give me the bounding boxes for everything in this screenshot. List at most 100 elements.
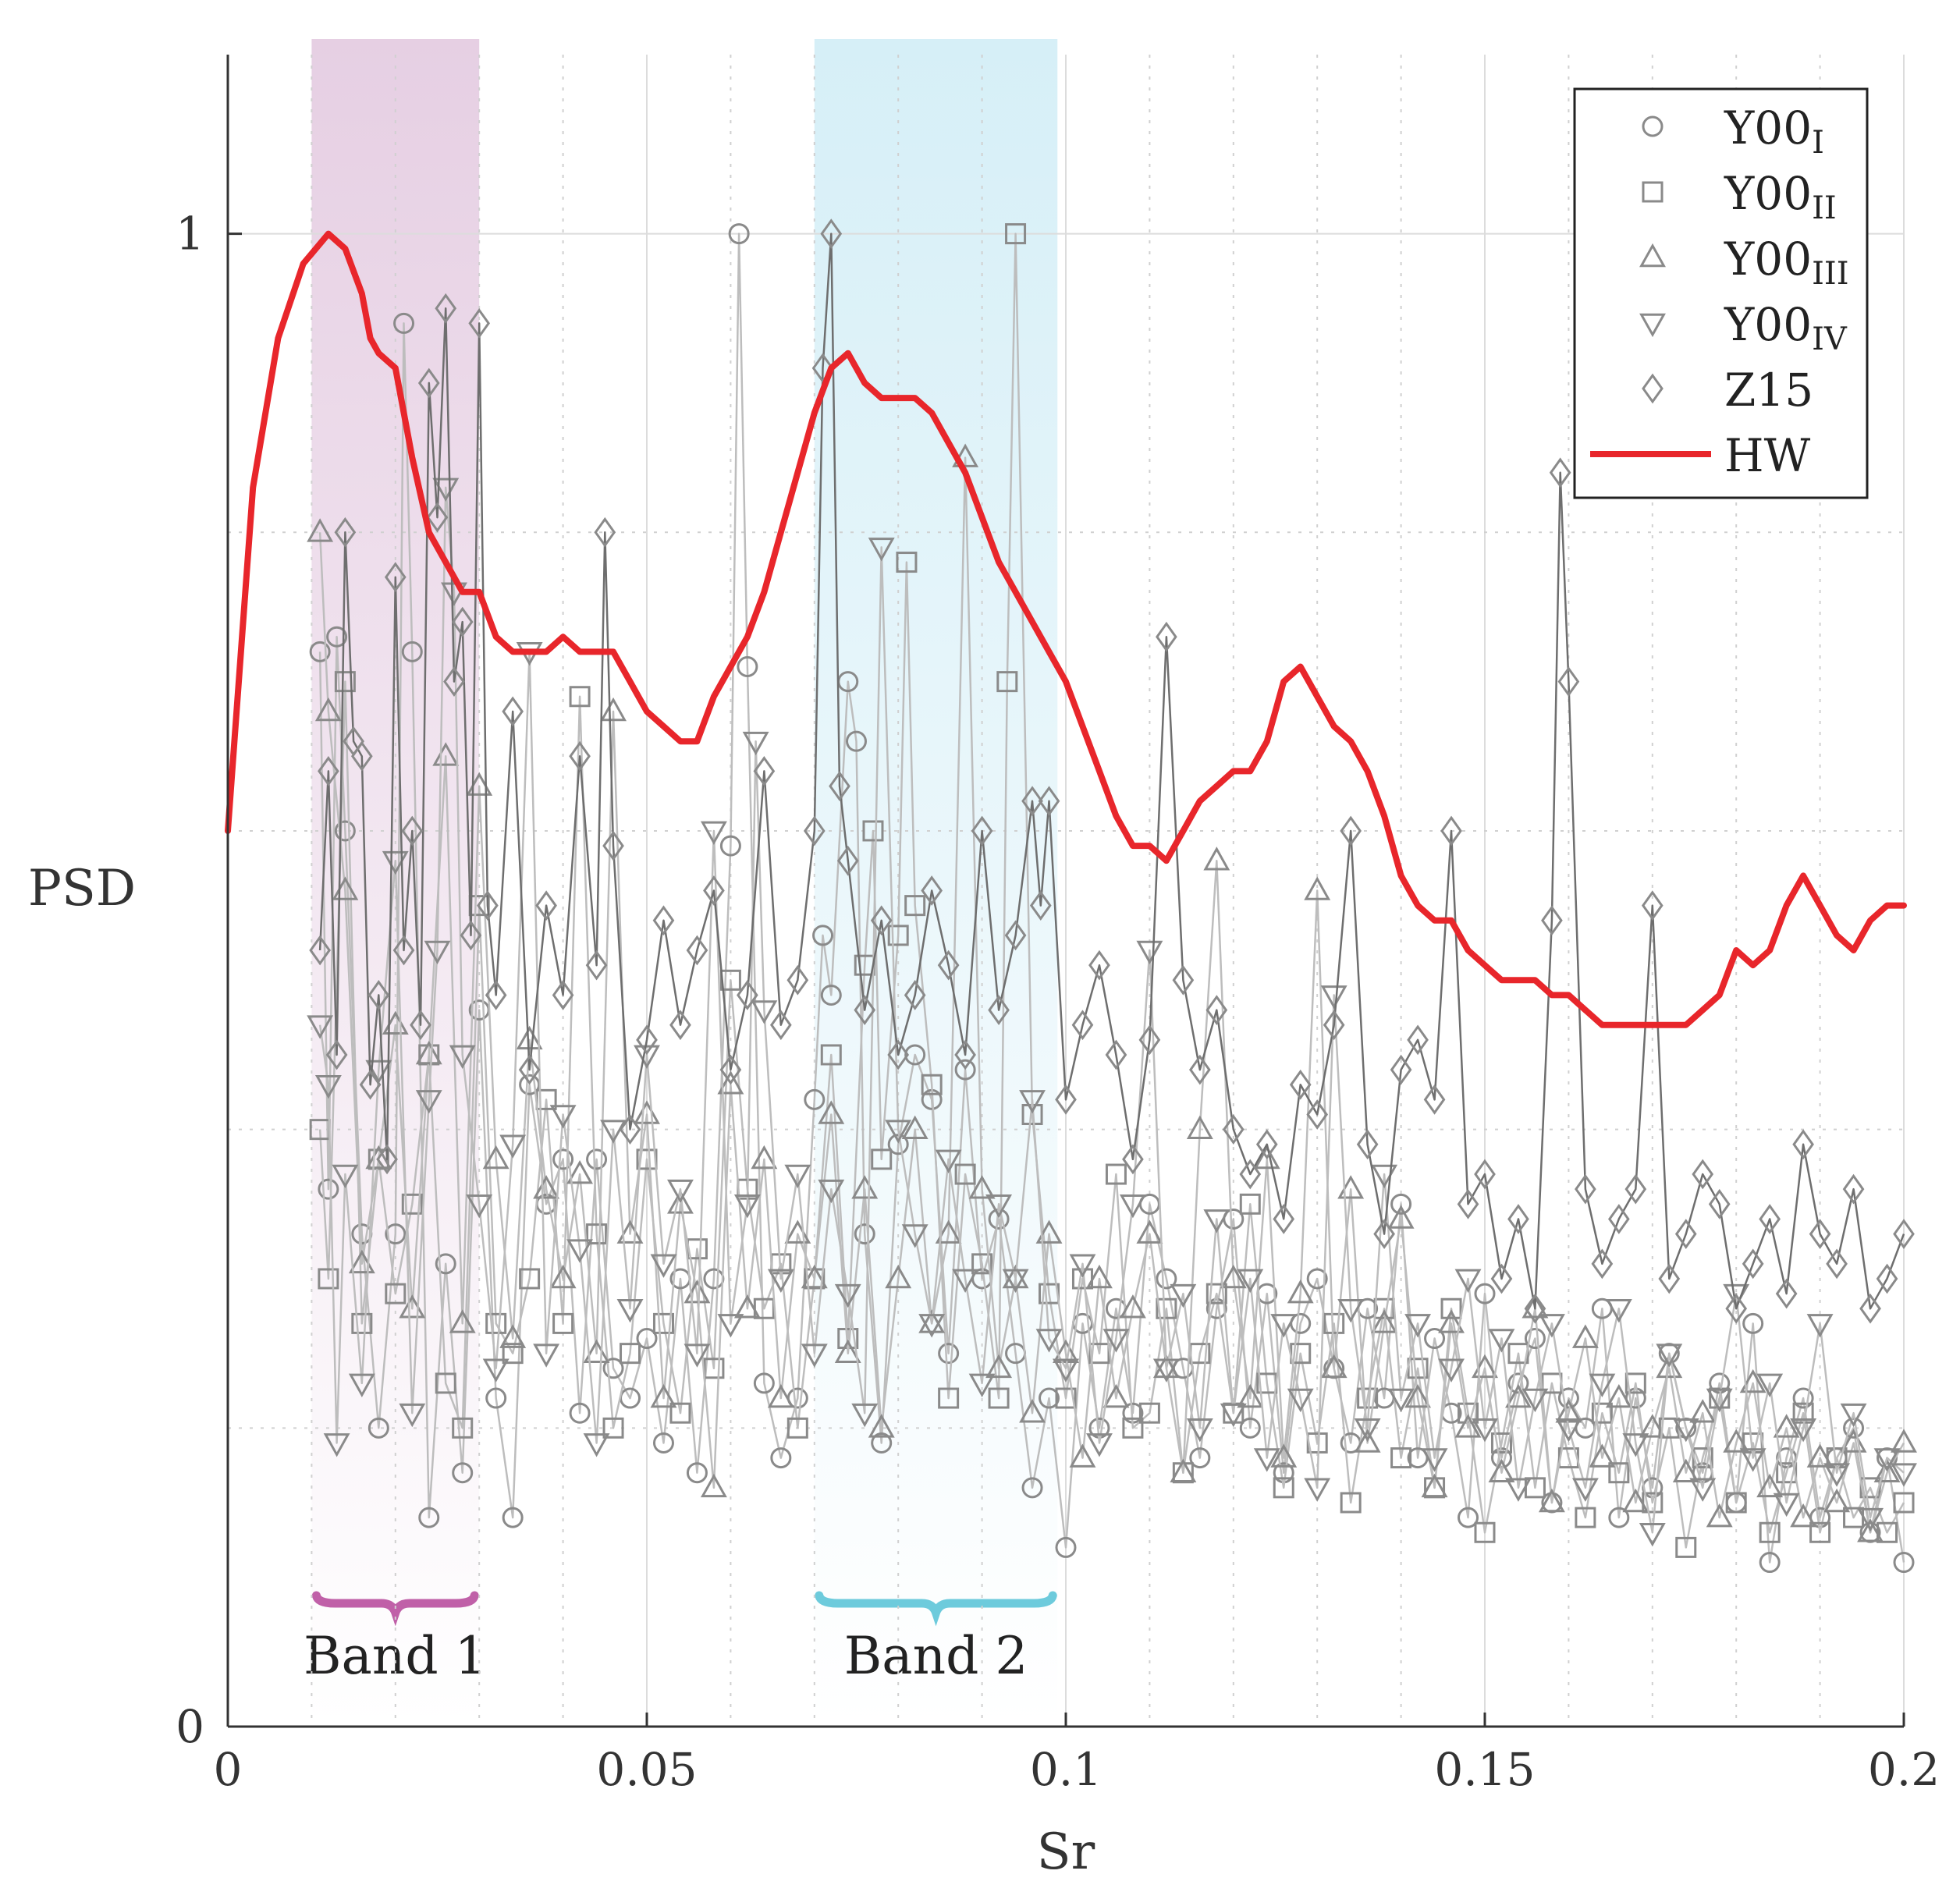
series-z15-point xyxy=(518,1054,541,1085)
series-y00i-point xyxy=(1021,1477,1043,1499)
series-y00iv xyxy=(307,477,1917,1547)
series-y00iv-point xyxy=(466,1194,493,1219)
series-y00iii-point xyxy=(1773,1414,1800,1438)
series-y00iv-point xyxy=(499,1134,527,1159)
series-z15-point xyxy=(1205,995,1228,1025)
series-y00iv-point xyxy=(1773,1493,1800,1517)
series-y00iv-point xyxy=(307,1015,334,1039)
series-y00iv-point xyxy=(952,1269,979,1294)
series-z15-point xyxy=(887,1039,910,1070)
series-y00iv-point xyxy=(1354,1418,1381,1443)
series-y00iii-point xyxy=(1756,1473,1784,1498)
series-y00iv-point xyxy=(767,1269,794,1294)
series-y00iii-point xyxy=(968,1175,996,1199)
series-y00iii-point xyxy=(516,1025,543,1050)
series-y00iii-point xyxy=(1320,1354,1348,1379)
series-y00iii-point xyxy=(935,1219,962,1244)
series-y00ii-point xyxy=(334,671,356,693)
series-y00i-point xyxy=(435,1253,456,1275)
series-y00iii-point xyxy=(1119,1294,1146,1319)
series-z15-point xyxy=(325,1039,348,1070)
x-tick-label: 0.2 xyxy=(1868,1743,1940,1796)
series-y00i-point xyxy=(393,312,415,334)
series-y00ii-point xyxy=(1776,1462,1798,1484)
series-y00ii-point xyxy=(620,1343,641,1365)
series-y00iii-point xyxy=(667,1190,694,1214)
series-z15-line xyxy=(318,232,1905,1310)
series-y00iv-point xyxy=(1136,940,1163,965)
series-z15-point xyxy=(1725,1293,1748,1324)
series-y00iv-point xyxy=(1053,1358,1079,1383)
series-z15-point xyxy=(502,696,524,727)
series-y00ii-point xyxy=(971,1253,993,1275)
series-y00i-point xyxy=(954,1059,976,1081)
series-y00iii-point xyxy=(1152,1354,1180,1379)
series-z15-point xyxy=(477,890,499,921)
series-hw xyxy=(225,230,1907,1028)
series-z15-point xyxy=(1088,950,1110,981)
series-y00i-point xyxy=(1742,1312,1764,1334)
series-y00iii-point xyxy=(1404,1383,1432,1408)
series-z15-point xyxy=(988,995,1010,1025)
series-y00ii-point xyxy=(896,552,918,573)
series-y00i-point xyxy=(1156,1268,1177,1290)
series-y00iii-point xyxy=(1823,1488,1851,1513)
series-y00iv-point xyxy=(885,1120,912,1144)
series-z15-point xyxy=(937,950,960,981)
series-z15-point xyxy=(904,980,926,1010)
series-y00i-point xyxy=(1055,1536,1077,1558)
series-y00iii-point xyxy=(1053,1339,1079,1363)
series-y00iv-point xyxy=(1119,1194,1146,1219)
series-y00iv-point xyxy=(1639,1522,1666,1547)
series-z15-point xyxy=(652,905,675,936)
series-y00iii-point xyxy=(1354,1429,1381,1453)
series-y00i-point xyxy=(1759,1552,1781,1574)
series-z15-point xyxy=(719,1054,742,1085)
series-z15-point xyxy=(594,516,616,548)
series-y00i-point xyxy=(452,1462,474,1484)
series-y00iii-point xyxy=(1035,1219,1063,1244)
series-y00iii-point xyxy=(1639,1414,1666,1438)
series-y00iv-line xyxy=(318,486,1905,1534)
series-y00i-point xyxy=(1893,1552,1915,1574)
series-y00iii-point xyxy=(1555,1399,1582,1423)
series-y00iii-point xyxy=(851,1175,879,1199)
series-y00i-point xyxy=(368,1417,389,1439)
series-z15-point xyxy=(1440,815,1462,847)
series-z15-point xyxy=(1842,1173,1865,1205)
series-y00i-point xyxy=(753,1372,775,1394)
series-z15-point xyxy=(829,771,850,801)
series-z15-point xyxy=(1356,1129,1379,1160)
series-y00i-point xyxy=(586,1148,608,1170)
series-y00i-point xyxy=(686,1462,708,1484)
series-z15-point xyxy=(737,980,758,1010)
series-z15-point xyxy=(753,756,776,786)
series-y00ii-point xyxy=(1005,223,1027,245)
series-y00ii-point xyxy=(871,1148,893,1170)
series-y00ii-point xyxy=(569,686,591,708)
series-z15-point xyxy=(1549,457,1571,488)
series-z15-point xyxy=(769,1010,792,1041)
series-y00i-point xyxy=(1424,1328,1446,1350)
series-y00iii-point xyxy=(952,443,979,467)
series-y00i-point xyxy=(602,1358,624,1379)
series-y00i-point xyxy=(1039,1387,1060,1409)
series-z15-point xyxy=(1541,905,1563,936)
series-y00iv-point xyxy=(1823,1463,1851,1487)
series-y00iv-point xyxy=(441,582,467,606)
series-z15-point xyxy=(1658,1263,1681,1294)
band-2-brace xyxy=(815,1591,1057,1627)
series-y00i-point xyxy=(770,1447,792,1469)
legend-swatch-y00iii xyxy=(1639,243,1666,268)
series-z15-point xyxy=(1156,621,1177,652)
series-y00i-point xyxy=(1458,1507,1479,1528)
series-y00i-point xyxy=(326,626,348,648)
series-y00iv-point xyxy=(1706,1388,1733,1413)
series-y00iv-point xyxy=(918,1314,946,1338)
series-y00iv-point xyxy=(1035,1329,1063,1353)
series-y00iv-point xyxy=(784,1164,811,1189)
legend-label-y00i: Y00I xyxy=(1724,101,1824,161)
series-z15-point xyxy=(401,815,424,847)
series-y00iii-point xyxy=(1739,1368,1766,1393)
series-y00iii-point xyxy=(1287,1280,1314,1304)
